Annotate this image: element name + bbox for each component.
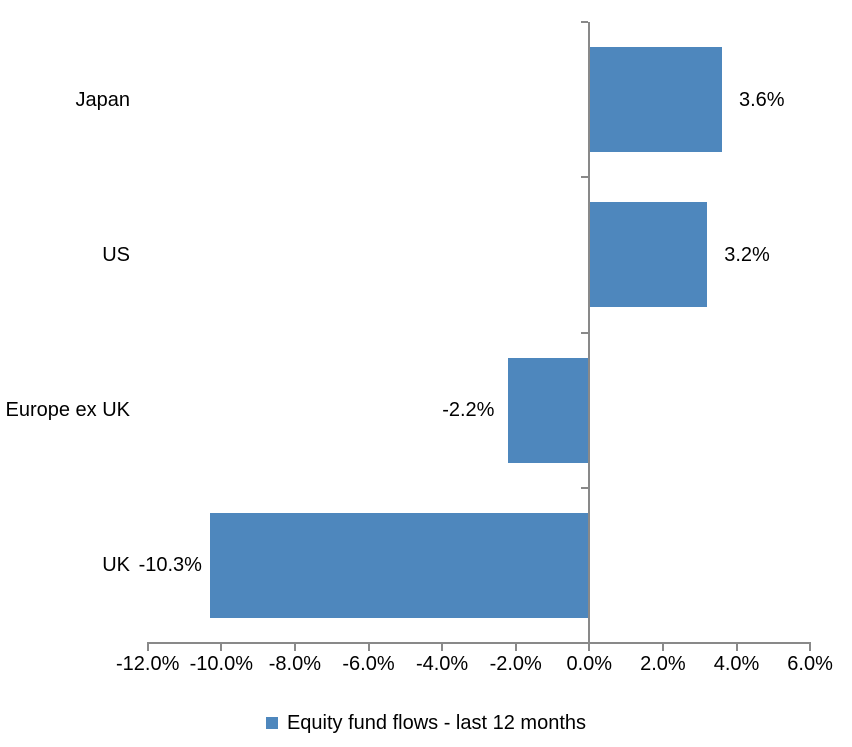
x-axis-tick: [809, 644, 812, 651]
data-label-us: 3.2%: [724, 243, 770, 266]
x-axis-tick-label: 4.0%: [713, 653, 760, 675]
x-axis-tick: [220, 644, 223, 651]
bar-us: [589, 202, 708, 308]
category-label-europe-ex-uk: Europe ex UK: [5, 399, 130, 422]
x-axis-tick-label: -4.0%: [415, 653, 469, 675]
x-axis-tick-label: 0.0%: [566, 653, 613, 675]
bar-japan: [589, 47, 722, 153]
y-axis-tick: [581, 486, 589, 489]
x-axis-tick: [588, 644, 591, 651]
x-axis-tick: [661, 644, 664, 651]
y-axis-tick: [581, 21, 589, 23]
x-axis-tick: [441, 644, 444, 651]
x-axis-tick-label: -10.0%: [189, 653, 253, 675]
data-label-uk: -10.3%: [138, 554, 202, 577]
legend-marker-icon: [265, 717, 278, 729]
x-axis-tick: [514, 644, 517, 651]
bar-uk: [210, 512, 590, 618]
data-label-japan: 3.6%: [738, 88, 785, 111]
x-axis-tick-label: 6.0%: [787, 653, 833, 675]
category-label-us: US: [102, 243, 130, 266]
y-axis-tick: [581, 176, 589, 179]
x-axis-tick: [367, 644, 370, 651]
category-label-uk: UK: [102, 554, 130, 577]
y-axis-line: [588, 22, 591, 650]
x-axis-tick-label: -12.0%: [116, 653, 180, 675]
legend-label: Equity fund flows - last 12 months: [286, 712, 587, 734]
legend: Equity fund flows - last 12 months: [0, 706, 852, 740]
x-axis-tick: [735, 644, 738, 651]
x-axis-tick-label: -2.0%: [489, 653, 542, 675]
x-axis-line: [146, 642, 812, 644]
category-label-japan: Japan: [75, 88, 131, 111]
x-axis-tick: [146, 644, 149, 651]
x-axis-tick-label: -6.0%: [342, 653, 395, 675]
y-axis-tick: [581, 331, 589, 334]
x-axis-tick: [293, 644, 296, 651]
data-label-europe-ex-uk: -2.2%: [442, 399, 495, 422]
x-axis-tick-label: 2.0%: [640, 653, 686, 675]
bar-europe-ex-uk: [508, 357, 590, 463]
x-axis-tick-label: -8.0%: [268, 653, 322, 675]
